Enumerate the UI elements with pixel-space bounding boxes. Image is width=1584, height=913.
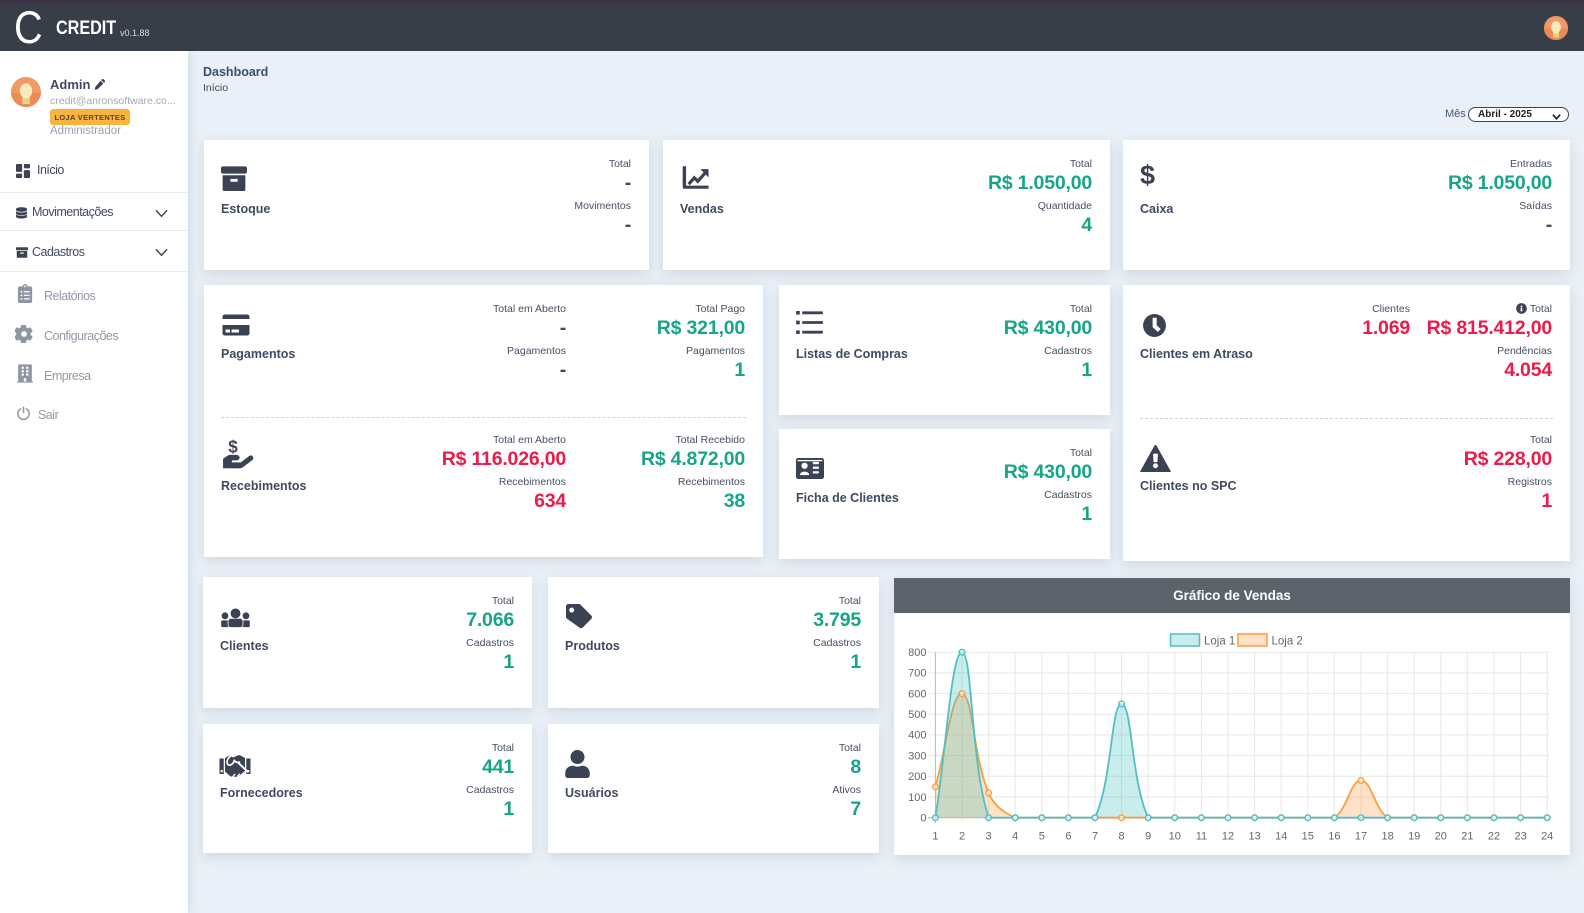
svg-text:600: 600 [908,688,926,700]
svg-text:200: 200 [908,771,926,783]
svg-text:17: 17 [1355,831,1367,843]
svg-text:23: 23 [1514,831,1526,843]
svg-text:24: 24 [1541,831,1553,843]
svg-text:700: 700 [908,668,926,680]
svg-text:4: 4 [1012,831,1018,843]
svg-text:10: 10 [1169,831,1181,843]
svg-text:1: 1 [932,831,938,843]
svg-text:Loja 2: Loja 2 [1272,636,1303,648]
svg-text:800: 800 [908,647,926,659]
svg-text:21: 21 [1461,831,1473,843]
svg-text:16: 16 [1328,831,1340,843]
svg-text:18: 18 [1381,831,1393,843]
svg-text:100: 100 [908,792,926,804]
svg-text:2: 2 [959,831,965,843]
svg-text:Loja 1: Loja 1 [1204,636,1235,648]
svg-text:500: 500 [908,709,926,721]
svg-text:14: 14 [1275,831,1287,843]
svg-text:6: 6 [1065,831,1071,843]
svg-text:22: 22 [1488,831,1500,843]
svg-text:11: 11 [1196,831,1207,843]
svg-text:15: 15 [1302,831,1314,843]
svg-text:9: 9 [1145,831,1151,843]
svg-text:12: 12 [1222,831,1234,843]
svg-text:300: 300 [908,750,926,762]
svg-text:7: 7 [1092,831,1098,843]
svg-text:13: 13 [1248,831,1260,843]
svg-text:19: 19 [1408,831,1420,843]
svg-text:0: 0 [920,813,926,825]
svg-text:8: 8 [1119,831,1125,843]
svg-text:400: 400 [908,730,926,742]
svg-text:$: $ [228,437,238,456]
svg-text:3: 3 [986,831,992,843]
svg-text:20: 20 [1435,831,1447,843]
svg-text:5: 5 [1039,831,1045,843]
